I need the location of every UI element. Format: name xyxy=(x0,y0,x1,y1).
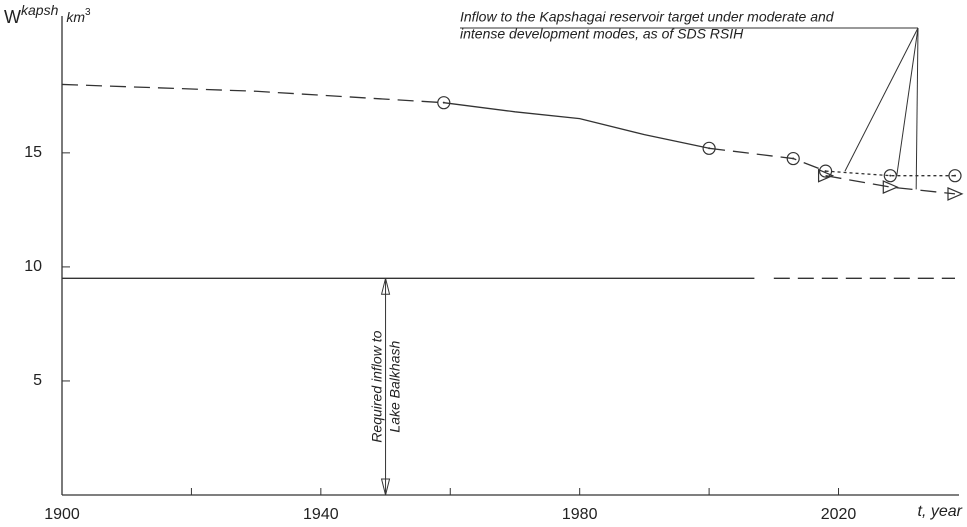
circle-marker xyxy=(702,141,716,155)
series-line xyxy=(825,170,955,177)
circle-dot xyxy=(889,174,892,177)
circle-dot xyxy=(792,157,795,160)
y-label-main: W xyxy=(4,7,21,27)
arrow-head xyxy=(380,478,391,496)
arrow-label: Required inflow to xyxy=(368,330,384,442)
y-tick-label: 15 xyxy=(24,144,42,161)
x-tick-label: 1980 xyxy=(562,506,598,523)
circle-marker xyxy=(818,164,833,178)
y-label-sup: kapsh xyxy=(21,2,59,18)
series-line xyxy=(709,147,826,172)
circle-marker xyxy=(786,151,800,166)
circle-dot xyxy=(824,170,827,173)
series-line xyxy=(443,102,710,149)
arrow-head xyxy=(380,278,391,295)
arrow-label: Lake Balkhash xyxy=(386,341,402,433)
callout-text: intense development modes, as of SDS RSI… xyxy=(460,26,744,42)
y-unit-sup: 3 xyxy=(85,7,91,18)
x-tick-label: 2020 xyxy=(821,506,857,523)
triangle-marker xyxy=(817,168,835,183)
triangle-marker xyxy=(882,180,899,194)
circle-marker xyxy=(948,169,962,183)
y-label: Wkapsh km3 xyxy=(4,2,91,27)
callout-pointer xyxy=(896,27,919,176)
callout-pointer xyxy=(915,27,919,190)
x-tick-label: 1900 xyxy=(44,506,80,523)
circle-dot xyxy=(708,147,711,150)
circle-marker xyxy=(883,169,897,183)
x-label: t, year xyxy=(918,503,963,520)
triangle-marker xyxy=(947,187,964,201)
circle-dot xyxy=(954,174,956,177)
series-line xyxy=(61,83,444,104)
y-tick-label: 5 xyxy=(33,372,42,389)
circle-dot xyxy=(442,101,445,104)
circle-marker xyxy=(437,96,451,110)
y-tick-label: 10 xyxy=(24,258,42,275)
series-line xyxy=(825,175,956,195)
x-tick-label: 1940 xyxy=(303,506,339,523)
y-unit: km xyxy=(66,9,85,25)
callout-text: Inflow to the Kapshagai reservoir target… xyxy=(460,9,835,25)
callout-pointer xyxy=(844,27,919,172)
